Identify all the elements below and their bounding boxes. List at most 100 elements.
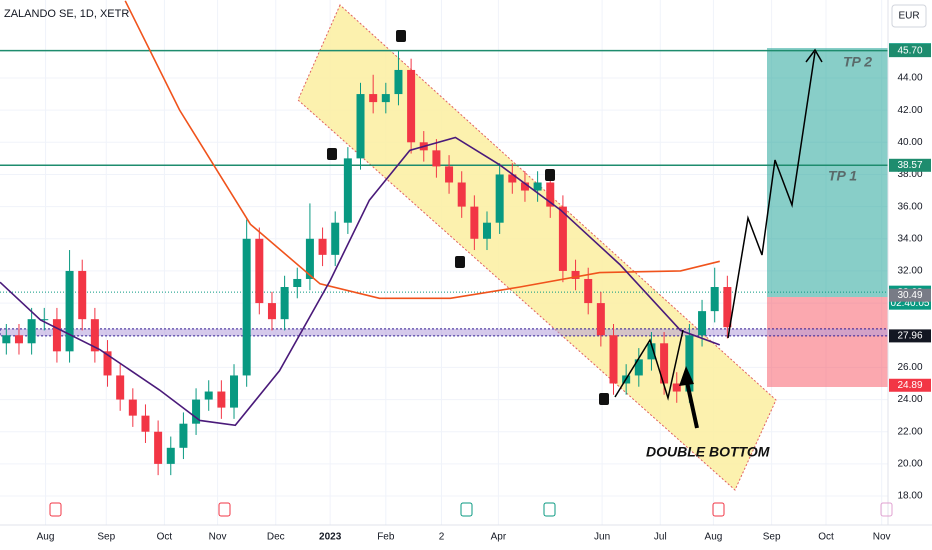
candle-body [305, 238, 314, 279]
x-tick-label: Sep [97, 532, 115, 543]
x-tick-label: Aug [705, 532, 723, 543]
candle-body [154, 431, 163, 464]
candle-body [432, 150, 441, 167]
candle-body [558, 206, 567, 271]
event [880, 502, 893, 517]
candle-body [280, 287, 289, 320]
annotation: TP 1 [828, 168, 857, 184]
candle-body [445, 166, 454, 183]
y-tick-label: 38.00 [897, 169, 922, 180]
candle-body [204, 391, 213, 400]
candle-body [141, 415, 150, 432]
candle-body [584, 278, 593, 304]
candle-body [103, 351, 112, 376]
thumb [396, 30, 406, 42]
candle-body [508, 174, 517, 183]
x-tick-label: Nov [209, 532, 227, 543]
moving-average [124, 0, 720, 300]
y-tick-label: 34.00 [897, 233, 922, 244]
price-label-box [889, 378, 931, 392]
arrow [685, 381, 699, 429]
y-tick-label: 18.00 [897, 491, 922, 502]
candle-body [470, 206, 479, 239]
price-label: 30.49 [897, 290, 922, 301]
annotation: TP 2 [843, 54, 872, 70]
candle-body [660, 343, 669, 384]
price-label-box [889, 44, 931, 58]
arrow-head [805, 48, 823, 63]
candle-body [40, 319, 49, 321]
arrow-head [679, 366, 694, 386]
y-tick-label: 26.00 [897, 362, 922, 373]
price-label: 27.96 [897, 331, 922, 342]
candle-body [293, 278, 302, 288]
currency: EUR [898, 11, 919, 22]
candle-body [698, 311, 707, 336]
x-tick-label: Dec [267, 532, 285, 543]
candle-body [634, 359, 643, 376]
y-tick-label: 20.00 [897, 459, 922, 470]
x-tick-label: Aug [37, 532, 55, 543]
event [712, 502, 725, 517]
plot [0, 0, 889, 476]
channel [297, 4, 777, 491]
price-label-box [889, 288, 931, 302]
price-label: 24.89 [897, 380, 922, 391]
thumb [327, 148, 337, 160]
x-tick-label: Oct [818, 532, 834, 543]
thumb [545, 169, 555, 181]
y-tick-label: 22.00 [897, 426, 922, 437]
candle-body [647, 343, 656, 360]
candle-body [267, 303, 276, 320]
candle-body [179, 423, 188, 448]
zigzag [614, 329, 684, 401]
y-tick-label: 44.00 [897, 73, 922, 84]
x-tick-label: Sep [763, 532, 781, 543]
candle-body [407, 69, 416, 143]
candle-body [90, 319, 99, 352]
y-tick-label: 40.00 [897, 137, 922, 148]
candle-body [166, 447, 175, 464]
x-tick-label: Oct [157, 532, 173, 543]
candle-body [318, 238, 327, 255]
candle-body [685, 335, 694, 392]
candle-body [343, 158, 352, 223]
thumb [599, 393, 609, 405]
y-tick-label: 24.00 [897, 394, 922, 405]
moving-average [0, 136, 721, 427]
event [543, 502, 556, 517]
candle-body [546, 182, 555, 207]
candle-body [457, 182, 466, 207]
support-zone [0, 328, 889, 337]
price-axis [888, 0, 932, 550]
thumbs [327, 30, 609, 405]
event [49, 502, 62, 517]
axis-layer: 18.0020.0022.0024.0026.0028.0030.0032.00… [37, 43, 931, 543]
projection [727, 51, 816, 339]
candle-body [672, 383, 681, 392]
x-tick-label: Apr [491, 532, 507, 543]
candle-body [65, 270, 74, 352]
candle-body [27, 319, 36, 344]
y-tick-label: 36.00 [897, 201, 922, 212]
y-tick-label: 32.00 [897, 266, 922, 277]
candle-body [192, 399, 201, 424]
candle-body [255, 238, 264, 304]
candle-body [609, 335, 618, 384]
candle-body [369, 94, 378, 103]
event [218, 502, 231, 517]
price-label-box [889, 329, 931, 343]
candle-body [331, 222, 340, 255]
candle-body [381, 94, 390, 103]
event [460, 502, 473, 517]
y-tick-label: 42.00 [897, 105, 922, 116]
price-label: 38.57 [897, 160, 922, 171]
candle-body [230, 375, 239, 408]
candle-body [356, 94, 365, 159]
candle-body [128, 399, 137, 416]
x-tick-label: Feb [377, 532, 395, 543]
x-tick-label: 2023 [319, 532, 342, 543]
candle-body [710, 287, 719, 312]
candle-body [78, 270, 87, 320]
